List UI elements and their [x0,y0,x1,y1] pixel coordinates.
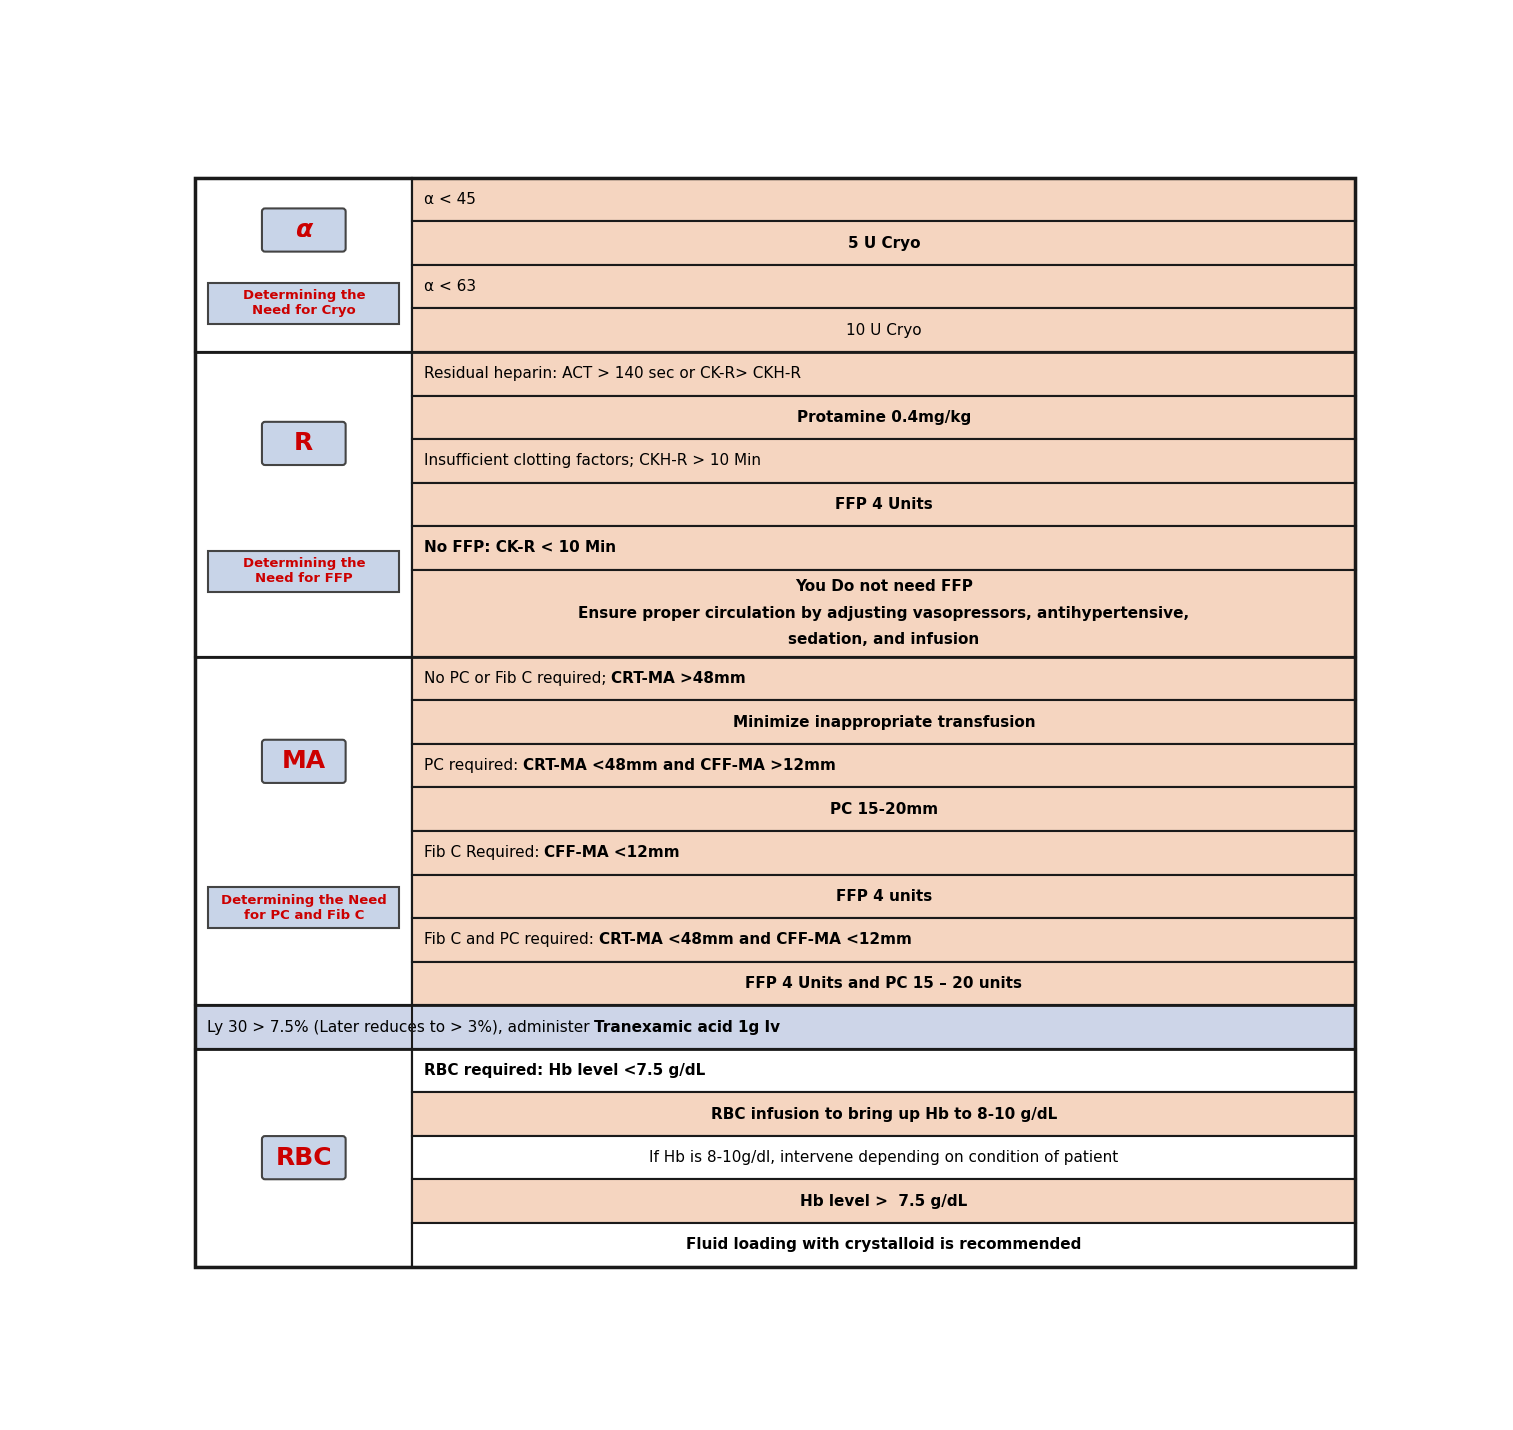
Text: CRT-MA >48mm: CRT-MA >48mm [611,671,746,686]
Bar [412,831,1356,875]
Text: Determining the Need
for PC and Fib C: Determining the Need for PC and Fib C [221,894,387,922]
Bar [412,701,1356,744]
Bar [412,788,1356,831]
Text: FFP 4 Units: FFP 4 Units [835,496,932,512]
Text: R: R [294,432,313,455]
Bar [195,1048,412,1267]
Text: 10 U Cryo: 10 U Cryo [846,323,921,337]
Bar [412,309,1356,352]
Text: sedation, and infusion: sedation, and infusion [788,632,979,648]
Text: Determining the
Need for Cryo: Determining the Need for Cryo [242,289,365,317]
Text: α < 63: α < 63 [424,279,477,295]
Text: RBC: RBC [275,1145,331,1170]
Text: RBC infusion to bring up Hb to 8-10 g/dL: RBC infusion to bring up Hb to 8-10 g/dL [711,1107,1058,1121]
FancyBboxPatch shape [262,209,345,252]
FancyBboxPatch shape [209,551,399,592]
Text: CRT-MA <48mm and CFF-MA >12mm: CRT-MA <48mm and CFF-MA >12mm [523,758,835,774]
Text: If Hb is 8-10g/dl, intervene depending on condition of patient: If Hb is 8-10g/dl, intervene depending o… [649,1150,1118,1165]
Text: No PC or Fib C required;: No PC or Fib C required; [424,671,611,686]
Text: Insufficient clotting factors; CKH-R > 10 Min: Insufficient clotting factors; CKH-R > 1… [424,453,761,469]
Text: Fluid loading with crystalloid is recommended: Fluid loading with crystalloid is recomm… [687,1237,1082,1253]
Bar [412,875,1356,918]
Bar [412,1048,1356,1093]
Text: Fib C and PC required:: Fib C and PC required: [424,932,599,948]
Text: PC required:: PC required: [424,758,523,774]
Text: Protamine 0.4mg/kg: Protamine 0.4mg/kg [797,410,971,425]
Text: RBC required: Hb level <7.5 g/dL: RBC required: Hb level <7.5 g/dL [424,1062,705,1078]
Text: Ensure proper circulation by adjusting vasopressors, antihypertensive,: Ensure proper circulation by adjusting v… [578,606,1189,621]
Bar [412,526,1356,569]
FancyBboxPatch shape [209,283,399,323]
Bar [412,439,1356,482]
Text: FFP 4 units: FFP 4 units [835,889,932,904]
Text: 5 U Cryo: 5 U Cryo [847,236,920,250]
Text: Fib C Required:: Fib C Required: [424,845,545,861]
Text: Ly 30 > 7.5% (Later reduces to > 3%), administer: Ly 30 > 7.5% (Later reduces to > 3%), ad… [207,1020,595,1034]
Bar [412,918,1356,962]
Bar [195,1005,1356,1048]
Bar [412,177,1356,222]
Bar [412,656,1356,701]
Text: Determining the
Need for FFP: Determining the Need for FFP [242,558,365,585]
Bar [412,265,1356,309]
FancyBboxPatch shape [262,1135,345,1180]
Bar [412,396,1356,439]
Bar [412,1223,1356,1267]
FancyBboxPatch shape [262,422,345,465]
Text: α: α [295,217,312,242]
Text: CRT-MA <48mm and CFF-MA <12mm: CRT-MA <48mm and CFF-MA <12mm [599,932,911,948]
Bar [412,569,1356,656]
Bar [195,352,412,656]
Bar [412,352,1356,396]
Bar [412,222,1356,265]
Bar [195,177,412,352]
Text: Residual heparin: ACT > 140 sec or CK-R> CKH-R: Residual heparin: ACT > 140 sec or CK-R>… [424,366,800,382]
Text: Hb level >  7.5 g/dL: Hb level > 7.5 g/dL [800,1194,967,1208]
Text: PC 15-20mm: PC 15-20mm [829,802,938,817]
Text: MA: MA [281,749,325,774]
Bar [412,1135,1356,1180]
Text: You Do not need FFP: You Do not need FFP [794,579,973,595]
Text: α < 45: α < 45 [424,192,475,207]
Bar [412,1093,1356,1135]
Text: CFF-MA <12mm: CFF-MA <12mm [545,845,679,861]
Bar [412,482,1356,526]
FancyBboxPatch shape [209,887,399,928]
Text: Minimize inappropriate transfusion: Minimize inappropriate transfusion [732,715,1035,729]
Bar [412,744,1356,788]
Text: Tranexamic acid 1g Iv: Tranexamic acid 1g Iv [595,1020,781,1034]
Text: FFP 4 Units and PC 15 – 20 units: FFP 4 Units and PC 15 – 20 units [746,975,1023,991]
Bar [412,1180,1356,1223]
Bar [195,656,412,1005]
Bar [412,962,1356,1005]
Text: No FFP: CK-R < 10 Min: No FFP: CK-R < 10 Min [424,541,616,555]
FancyBboxPatch shape [262,739,345,784]
